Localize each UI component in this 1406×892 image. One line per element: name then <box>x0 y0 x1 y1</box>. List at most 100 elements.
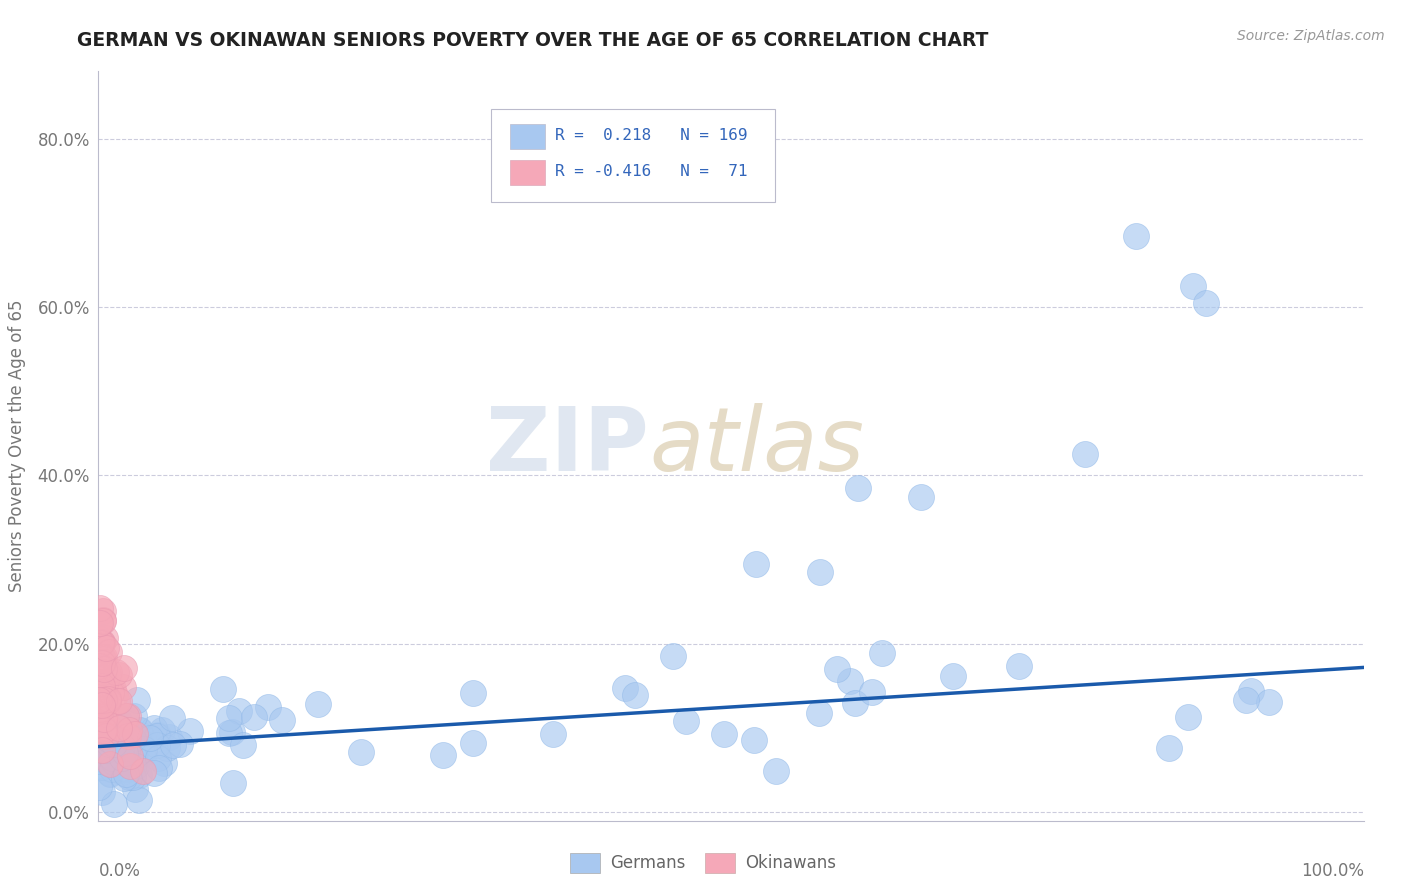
Point <box>125 755 148 769</box>
Point <box>103 738 125 752</box>
Point <box>91 665 114 679</box>
Point <box>98 767 121 781</box>
Point <box>808 566 831 580</box>
Point <box>93 649 115 664</box>
Point <box>103 681 125 696</box>
Point <box>111 681 134 695</box>
Point <box>91 684 114 698</box>
Point <box>115 743 138 757</box>
Point <box>142 721 165 735</box>
Point <box>675 714 697 728</box>
Point <box>110 736 132 750</box>
Point <box>839 673 862 688</box>
Point <box>112 771 135 785</box>
Point <box>1240 683 1263 698</box>
Point <box>110 741 132 756</box>
Point <box>153 756 176 771</box>
Point <box>150 723 173 737</box>
Point <box>128 750 150 764</box>
Point <box>118 738 141 752</box>
Point <box>100 686 122 700</box>
Point <box>111 763 134 777</box>
Point <box>118 758 141 772</box>
Point <box>218 726 240 740</box>
Point <box>124 745 146 759</box>
Point <box>1257 695 1279 709</box>
Point <box>91 651 114 665</box>
Point <box>96 756 118 770</box>
Point <box>94 735 117 749</box>
Point <box>90 671 112 685</box>
Point <box>463 686 485 700</box>
Point <box>110 744 132 758</box>
Point <box>103 755 125 769</box>
Point <box>115 739 138 754</box>
Text: GERMAN VS OKINAWAN SENIORS POVERTY OVER THE AGE OF 65 CORRELATION CHART: GERMAN VS OKINAWAN SENIORS POVERTY OVER … <box>77 31 988 50</box>
Point <box>90 679 112 693</box>
Point <box>765 764 787 778</box>
Point <box>96 741 118 756</box>
Point <box>128 768 150 782</box>
Point <box>105 709 128 723</box>
Point <box>117 727 139 741</box>
Point <box>118 749 141 764</box>
Point <box>101 751 124 765</box>
Point <box>98 733 121 747</box>
Point <box>89 750 111 764</box>
Point <box>104 750 127 764</box>
Point <box>108 748 131 763</box>
Point <box>94 707 117 722</box>
Point <box>100 731 122 746</box>
Point <box>124 727 146 741</box>
Point <box>89 692 111 706</box>
Point <box>124 742 146 756</box>
Point <box>87 631 110 645</box>
Point <box>93 737 115 751</box>
Point <box>808 706 831 721</box>
Point <box>87 668 110 682</box>
Point <box>942 669 965 683</box>
Point <box>1177 709 1199 723</box>
Point <box>148 728 170 742</box>
Point <box>93 725 115 739</box>
Point <box>87 757 110 772</box>
Point <box>91 785 114 799</box>
Point <box>90 636 112 650</box>
Point <box>100 749 122 764</box>
Point <box>128 723 150 737</box>
Point <box>108 714 131 728</box>
Point <box>169 737 191 751</box>
Point <box>105 748 128 763</box>
Point <box>89 702 111 716</box>
Point <box>713 727 735 741</box>
Point <box>90 719 112 733</box>
Point <box>157 730 180 744</box>
Point <box>97 694 120 708</box>
Point <box>93 723 115 738</box>
Point <box>98 738 121 752</box>
Point <box>101 751 124 765</box>
Point <box>1125 228 1147 243</box>
Point <box>112 738 135 752</box>
Legend: Germans, Okinawans: Germans, Okinawans <box>564 847 842 880</box>
Point <box>93 712 115 726</box>
Point <box>90 758 112 772</box>
Point <box>98 721 121 735</box>
FancyBboxPatch shape <box>510 124 546 149</box>
Point <box>624 688 647 702</box>
Point <box>89 672 111 686</box>
Point <box>139 731 162 745</box>
Point <box>98 730 121 744</box>
Point <box>112 736 135 750</box>
Point <box>97 732 120 747</box>
Point <box>90 636 112 650</box>
Point <box>117 734 139 748</box>
Point <box>96 732 118 747</box>
Point <box>90 679 112 693</box>
Point <box>132 746 155 760</box>
Point <box>111 739 134 754</box>
Point <box>124 782 146 797</box>
Point <box>745 557 768 571</box>
Point <box>221 724 243 739</box>
Point <box>100 739 122 754</box>
